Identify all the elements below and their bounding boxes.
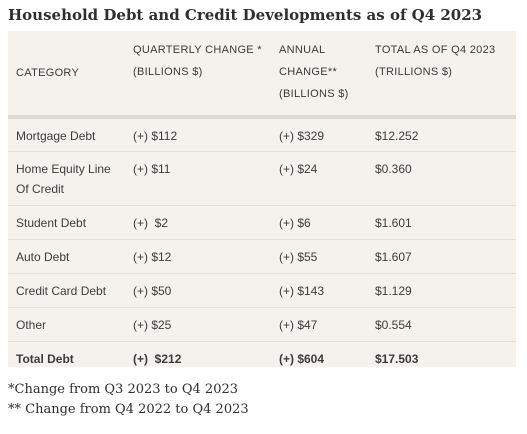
row-annual-change: (+) $6 bbox=[271, 205, 367, 240]
header-total-label: TOTAL AS OF Q4 2023 bbox=[375, 44, 496, 56]
row-category: Home Equity Line Of Credit bbox=[8, 151, 125, 206]
header-annual-change: ANNUAL CHANGE** (BILLIONS $) bbox=[271, 31, 367, 119]
total-amount: $17.503 bbox=[375, 351, 419, 366]
row-quarterly-change: (+) $2 bbox=[125, 205, 271, 240]
header-row: CATEGORY QUARTERLY CHANGE * (BILLIONS $)… bbox=[8, 31, 516, 119]
table-row: Credit Card Debt (+) $50 (+) $143 $1.129 bbox=[8, 273, 516, 308]
total-quarterly-change: (+) $212 bbox=[133, 351, 182, 366]
row-total: $0.360 bbox=[367, 151, 516, 206]
header-category: CATEGORY bbox=[8, 31, 125, 119]
row-quarterly-change: (+) $25 bbox=[125, 307, 271, 342]
row-category: Credit Card Debt bbox=[8, 273, 125, 308]
row-quarterly-change: (+) $12 bbox=[125, 239, 271, 274]
row-category-line2: Of Credit bbox=[16, 181, 65, 196]
header-total: TOTAL AS OF Q4 2023 (TRILLIONS $) bbox=[367, 31, 516, 119]
row-total: $1.607 bbox=[367, 239, 516, 274]
row-annual-change: (+) $329 bbox=[271, 117, 367, 152]
row-annual-change: (+) $24 bbox=[271, 151, 367, 206]
header-annual-change-label-2: CHANGE** bbox=[279, 66, 338, 78]
row-total: $1.601 bbox=[367, 205, 516, 240]
row-annual-change: (+) $55 bbox=[271, 239, 367, 274]
table-body: Mortgage Debt (+) $112 (+) $329 $12.252 … bbox=[8, 117, 516, 375]
total-annual-change: (+) $604 bbox=[279, 351, 325, 366]
header-annual-change-label: ANNUAL bbox=[279, 44, 326, 56]
total-row: Total Debt (+) $212 (+) $604 $17.503 bbox=[8, 341, 516, 375]
header-quarterly-change-label: QUARTERLY CHANGE * bbox=[133, 44, 262, 56]
table-row: Other (+) $25 (+) $47 $0.554 bbox=[8, 307, 516, 342]
row-quarterly-change: (+) $112 bbox=[125, 117, 271, 152]
table-row: Auto Debt (+) $12 (+) $55 $1.607 bbox=[8, 239, 516, 274]
header-annual-change-unit: (BILLIONS $) bbox=[279, 88, 349, 100]
row-quarterly-change: (+) $50 bbox=[125, 273, 271, 308]
footnote-quarterly: *Change from Q3 2023 to Q4 2023 bbox=[8, 382, 239, 397]
row-annual-change: (+) $47 bbox=[271, 307, 367, 342]
row-annual-change: (+) $143 bbox=[271, 273, 367, 308]
row-total: $0.554 bbox=[367, 307, 516, 342]
total-category: Total Debt bbox=[16, 351, 74, 366]
row-quarterly-change: (+) $11 bbox=[125, 151, 271, 206]
table-header: CATEGORY QUARTERLY CHANGE * (BILLIONS $)… bbox=[8, 31, 516, 119]
row-category-line1: Home Equity Line bbox=[16, 161, 111, 176]
row-category: Auto Debt bbox=[8, 239, 125, 274]
table-row: Mortgage Debt (+) $112 (+) $329 $12.252 bbox=[8, 117, 516, 152]
debt-table: CATEGORY QUARTERLY CHANGE * (BILLIONS $)… bbox=[8, 31, 516, 375]
header-quarterly-change-unit: (BILLIONS $) bbox=[133, 66, 203, 78]
row-category: Mortgage Debt bbox=[8, 117, 125, 152]
row-total: $12.252 bbox=[367, 117, 516, 152]
header-category-label: CATEGORY bbox=[16, 67, 80, 79]
header-quarterly-change: QUARTERLY CHANGE * (BILLIONS $) bbox=[125, 31, 271, 119]
row-total: $1.129 bbox=[367, 273, 516, 308]
row-category: Student Debt bbox=[8, 205, 125, 240]
header-total-unit: (TRILLIONS $) bbox=[375, 66, 453, 78]
table-row: Home Equity Line Of Credit (+) $11 (+) $… bbox=[8, 151, 516, 206]
row-category: Other bbox=[8, 307, 125, 342]
page-title: Household Debt and Credit Developments a… bbox=[8, 6, 483, 24]
table-row: Student Debt (+) $2 (+) $6 $1.601 bbox=[8, 205, 516, 240]
footnote-annual: ** Change from Q4 2022 to Q4 2023 bbox=[8, 402, 249, 417]
footnotes: *Change from Q3 2023 to Q4 2023 ** Chang… bbox=[8, 380, 249, 420]
debt-table-container: CATEGORY QUARTERLY CHANGE * (BILLIONS $)… bbox=[8, 31, 516, 367]
